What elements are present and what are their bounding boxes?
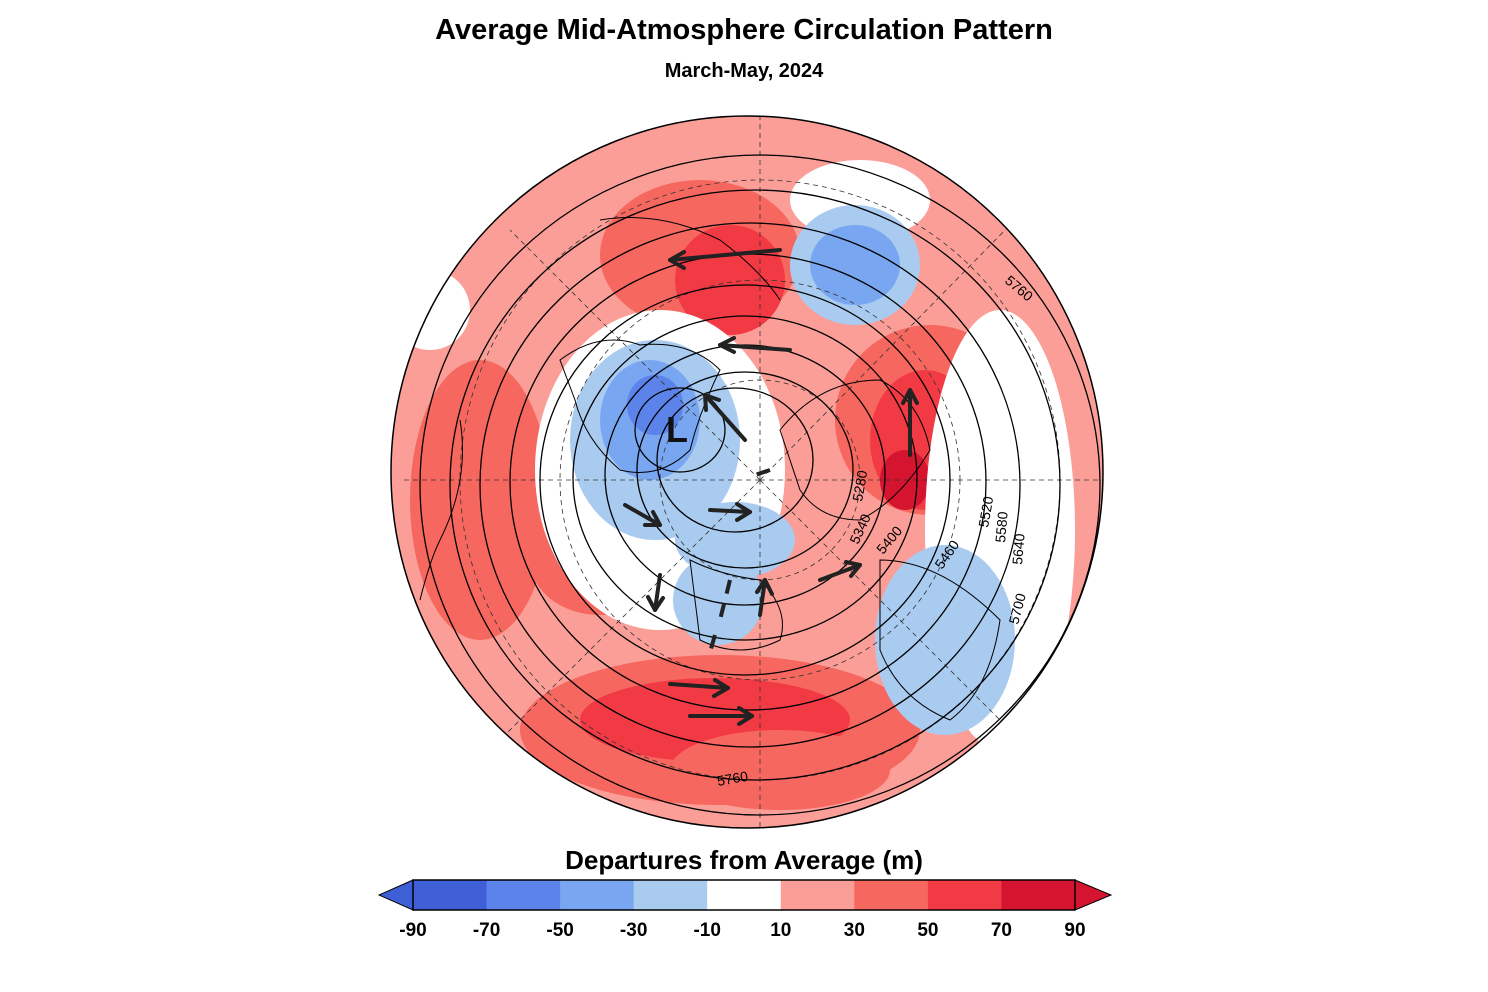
anomaly-moderate-asia [810, 225, 900, 305]
colorbar-underflow-arrow [377, 879, 414, 911]
flow-arrow [718, 343, 792, 352]
colorbar-tick-label: 10 [770, 920, 791, 941]
flow-arrow-head [737, 706, 754, 726]
colorbar-tick-label: -10 [693, 920, 720, 941]
colorbar-tick-label: 30 [844, 920, 865, 941]
colorbar-tick-label: -90 [399, 920, 426, 941]
flow-arrow-head [718, 336, 736, 354]
colorbar-frame [412, 879, 1076, 911]
colorbar-bin [707, 880, 782, 910]
flow-arrow [668, 248, 782, 262]
flow-arrow [758, 578, 767, 617]
colorbar-bin [633, 880, 708, 910]
flow-arrow-head [844, 560, 862, 578]
colorbar-tick-label: -50 [546, 920, 573, 941]
anomaly-positive-pacific-south [670, 730, 890, 810]
anomaly-strong-greenland [627, 375, 683, 435]
colorbar-bin [1001, 880, 1076, 910]
colorbar-tick-label: 50 [917, 920, 938, 941]
flow-arrow [703, 393, 747, 442]
coastlines [419, 217, 1001, 721]
flow-arrow-head [643, 510, 662, 527]
flow-arrow-head [755, 578, 774, 596]
contour-label: 5760 [716, 768, 750, 789]
flow-arrow [653, 573, 662, 612]
map-subtitle: March-May, 2024 [664, 60, 824, 82]
colorbar-tick-label: 70 [991, 920, 1012, 941]
flow-arrow [708, 508, 752, 514]
anomaly-layer [391, 160, 1075, 810]
colorbar-bins [413, 880, 1076, 910]
contour-label-group: 5760 5760 5700 5640 5580 5520 5460 5400 … [716, 272, 1037, 789]
contour-label: 5640 [1009, 533, 1028, 566]
colorbar-tick-label: 90 [1064, 920, 1085, 941]
colorbar-bin [560, 880, 635, 910]
flow-arrow-head [646, 595, 665, 612]
colorbar-bin [780, 880, 855, 910]
colorbar-tick-label: -30 [620, 920, 647, 941]
flow-arrow-head [712, 678, 730, 698]
colorbar-tick-label: -70 [473, 920, 500, 941]
trough-axis [708, 468, 771, 653]
flow-arrow-head [703, 393, 721, 412]
height-contours [419, 154, 1101, 816]
flow-arrow-head [735, 502, 752, 522]
colorbar-bin [854, 880, 929, 910]
contour-label: 5700 [1005, 591, 1029, 625]
contour-label: 5520 [975, 495, 996, 529]
colorbar-bin [927, 880, 1002, 910]
globe-outline [390, 115, 1104, 829]
flow-arrow-head [901, 388, 919, 405]
flow-arrow-head [668, 250, 686, 270]
contour-label: 5580 [992, 511, 1011, 544]
flow-arrows [623, 248, 919, 726]
colorbar-bin [413, 880, 488, 910]
colorbar-overflow-arrow [1074, 879, 1113, 911]
colorbar-bin [486, 880, 561, 910]
legend-title: Departures from Average (m) [565, 845, 923, 875]
anomaly-negative-siberia [673, 555, 763, 645]
flow-arrow [668, 682, 730, 690]
contour-label: 5280 [849, 469, 870, 503]
low-pressure-marker: L [666, 409, 688, 450]
map-title: Average Mid-Atmosphere Circulation Patte… [435, 14, 1053, 46]
flow-arrow [818, 563, 862, 582]
flow-arrow [623, 503, 662, 527]
anomaly-negative-us [875, 545, 1015, 735]
colorbar-ticks: -90 -70 -50 -30 -10 10 30 50 70 90 [399, 920, 1085, 941]
